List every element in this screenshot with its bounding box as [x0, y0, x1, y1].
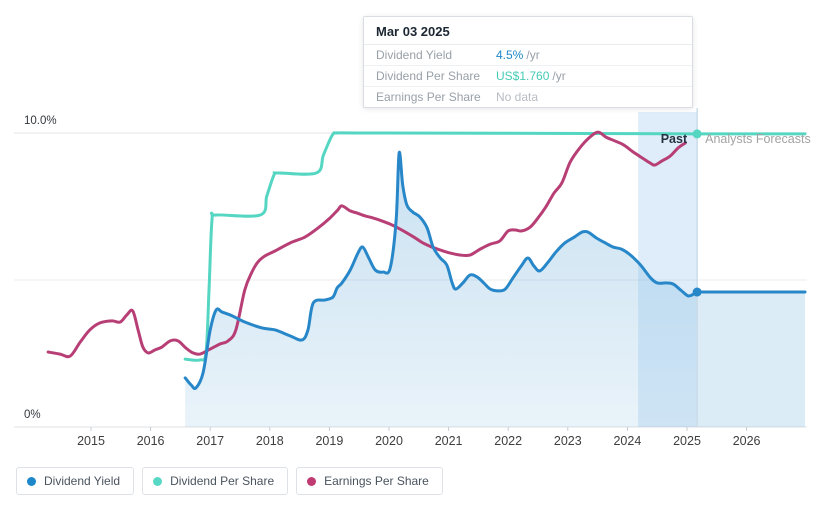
- x-tick-label-2025: 2025: [673, 434, 701, 448]
- tooltip-label: Dividend Per Share: [376, 69, 481, 83]
- x-tick-label-2024: 2024: [613, 434, 641, 448]
- tooltip-row-dividend-per-share: Dividend Per Share US$1.760 /yr: [364, 66, 692, 87]
- x-tick-label-2015: 2015: [77, 434, 105, 448]
- legend-item-dividend-per-share[interactable]: Dividend Per Share: [142, 467, 289, 495]
- legend-item-dividend-yield[interactable]: Dividend Yield: [16, 467, 135, 495]
- x-tick-label-2020: 2020: [375, 434, 403, 448]
- x-tick-label-2022: 2022: [494, 434, 522, 448]
- forecast-area-fill: [697, 292, 806, 427]
- x-tick-label-2023: 2023: [554, 434, 582, 448]
- legend-label: Dividend Yield: [44, 474, 121, 488]
- chart-tooltip: Mar 03 2025 Dividend Yield 4.5% /yr Divi…: [363, 16, 693, 108]
- dividend-yield-dot-icon: [27, 476, 36, 486]
- x-tick-label-2019: 2019: [315, 434, 343, 448]
- legend-label: Earnings Per Share: [324, 474, 429, 488]
- past-label: Past: [661, 132, 688, 146]
- tooltip-row-earnings-per-share: Earnings Per Share No data: [364, 87, 692, 107]
- chart-canvas[interactable]: 2015 2016 2017 2018 2019 2020 2021 2022 2023 2024…: [0, 0, 821, 458]
- tooltip-row-dividend-yield: Dividend Yield 4.5% /yr: [364, 45, 692, 66]
- x-tick-label-2016: 2016: [137, 434, 165, 448]
- yield-area-fill: [185, 152, 698, 427]
- legend-item-earnings-per-share[interactable]: Earnings Per Share: [296, 467, 443, 495]
- tooltip-unit: /yr: [552, 69, 566, 83]
- dividend-yield-line: [183, 150, 699, 391]
- chart-legend: Dividend Yield Dividend Per Share Earnin…: [16, 467, 443, 495]
- x-tick-label-2026: 2026: [733, 434, 761, 448]
- tooltip-label: Dividend Yield: [376, 48, 453, 62]
- dividend-per-share-dot-icon: [153, 476, 163, 486]
- earnings-per-share-dot-icon: [307, 476, 317, 486]
- dividend-per-share-line: [183, 131, 699, 362]
- dividend-yield-marker-dot: [692, 287, 702, 297]
- dividend-per-share-marker-dot: [692, 129, 702, 139]
- earnings-per-share-line: [46, 130, 687, 359]
- tooltip-unit: /yr: [526, 48, 540, 62]
- y-axis-label-10: 10.0%: [24, 115, 57, 127]
- x-tick-label-2021: 2021: [435, 434, 463, 448]
- tooltip-value: 4.5%: [496, 48, 524, 62]
- past-year-highlight-band: [638, 112, 698, 427]
- y-axis-label-0: 0%: [24, 409, 41, 421]
- tooltip-value: No data: [496, 90, 539, 104]
- tooltip-value: US$1.760: [496, 69, 550, 83]
- tooltip-date: Mar 03 2025: [364, 17, 692, 45]
- analysts-forecasts-label: Analysts Forecasts: [705, 132, 811, 146]
- tooltip-label: Earnings Per Share: [376, 90, 481, 104]
- x-tick-label-2018: 2018: [256, 434, 284, 448]
- legend-label: Dividend Per Share: [170, 474, 275, 488]
- x-tick-label-2017: 2017: [196, 434, 224, 448]
